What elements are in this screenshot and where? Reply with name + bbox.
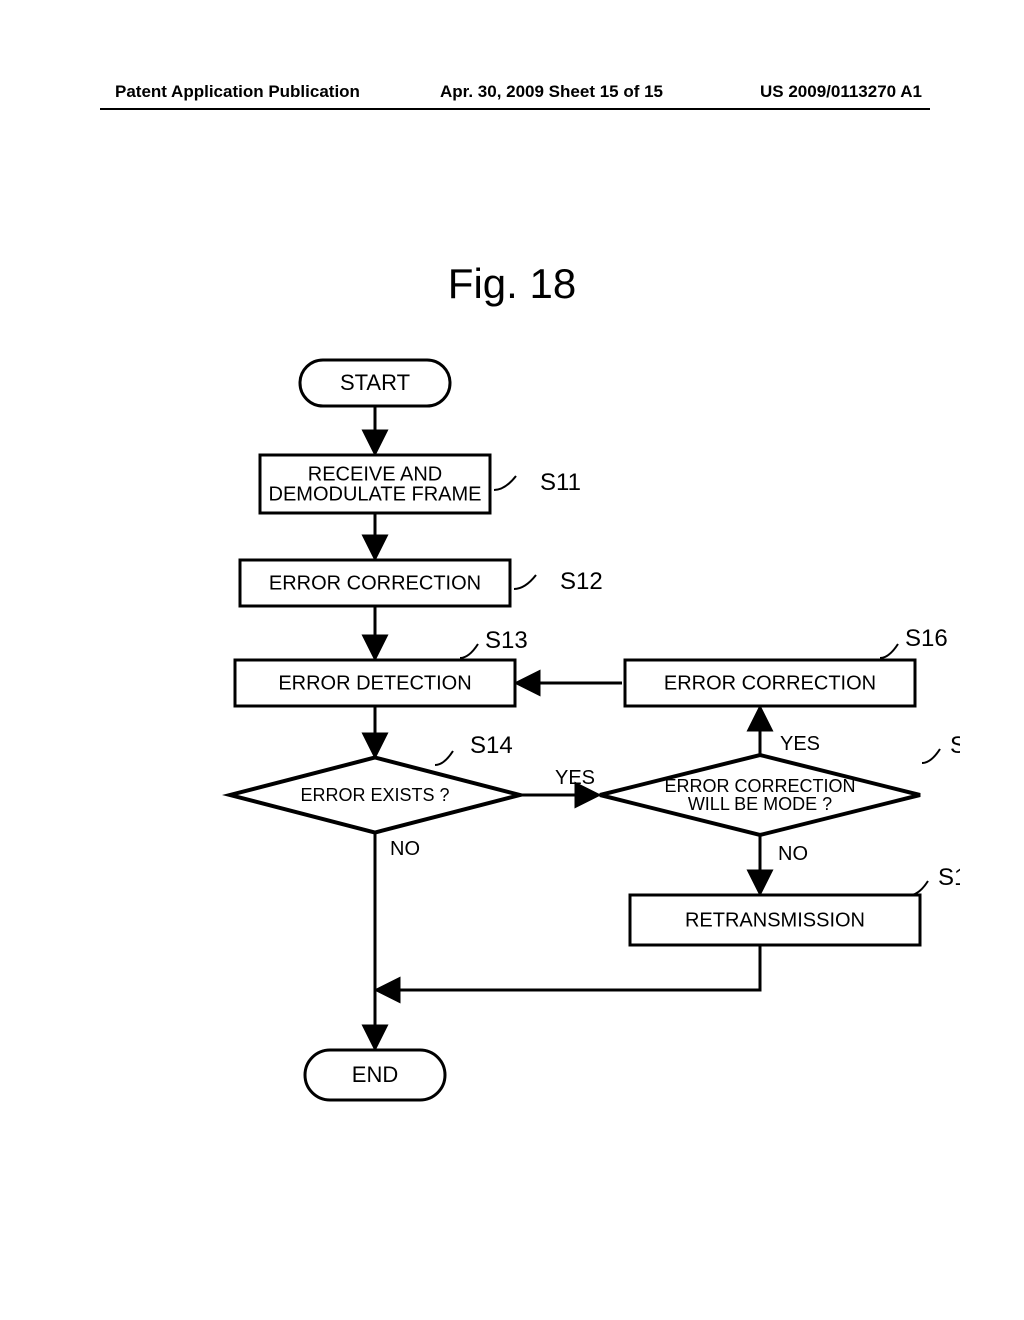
edge-label-4: YES	[555, 767, 595, 789]
header-rule	[100, 108, 930, 110]
figure-title: Fig. 18	[0, 260, 1024, 308]
edge-label-6: YES	[780, 733, 820, 755]
svg-text:DEMODULATE FRAME: DEMODULATE FRAME	[269, 483, 482, 505]
header-date-sheet: Apr. 30, 2009 Sheet 15 of 15	[440, 82, 663, 102]
step-label-s15: S15	[950, 732, 960, 759]
edge-9	[378, 945, 760, 990]
step-label-s13: S13	[485, 627, 528, 654]
svg-text:ERROR CORRECTION: ERROR CORRECTION	[664, 672, 876, 694]
svg-text:ERROR CORRECTION: ERROR CORRECTION	[664, 776, 855, 796]
header-publication: Patent Application Publication	[115, 82, 360, 102]
svg-text:RETRANSMISSION: RETRANSMISSION	[685, 909, 865, 931]
edge-label-5: NO	[390, 838, 420, 860]
svg-text:START: START	[340, 370, 410, 395]
step-label-s14: S14	[470, 732, 513, 759]
svg-text:WILL BE MODE ?: WILL BE MODE ?	[688, 794, 832, 814]
step-label-s12: S12	[560, 568, 603, 595]
edge-label-8: NO	[778, 843, 808, 865]
step-label-s11: S11	[540, 469, 581, 496]
page: Patent Application Publication Apr. 30, …	[0, 0, 1024, 1320]
svg-text:ERROR DETECTION: ERROR DETECTION	[278, 672, 471, 694]
header-docket: US 2009/0113270 A1	[760, 82, 922, 102]
step-label-s16: S16	[905, 625, 948, 652]
flowchart: START RECEIVE ANDDEMODULATE FRAME ERROR CO…	[100, 340, 960, 1140]
step-label-s17: S17	[938, 864, 960, 891]
svg-text:RECEIVE AND: RECEIVE AND	[308, 463, 442, 485]
svg-text:ERROR CORRECTION: ERROR CORRECTION	[269, 572, 481, 594]
svg-text:END: END	[352, 1062, 398, 1087]
svg-text:ERROR EXISTS ?: ERROR EXISTS ?	[300, 785, 449, 805]
